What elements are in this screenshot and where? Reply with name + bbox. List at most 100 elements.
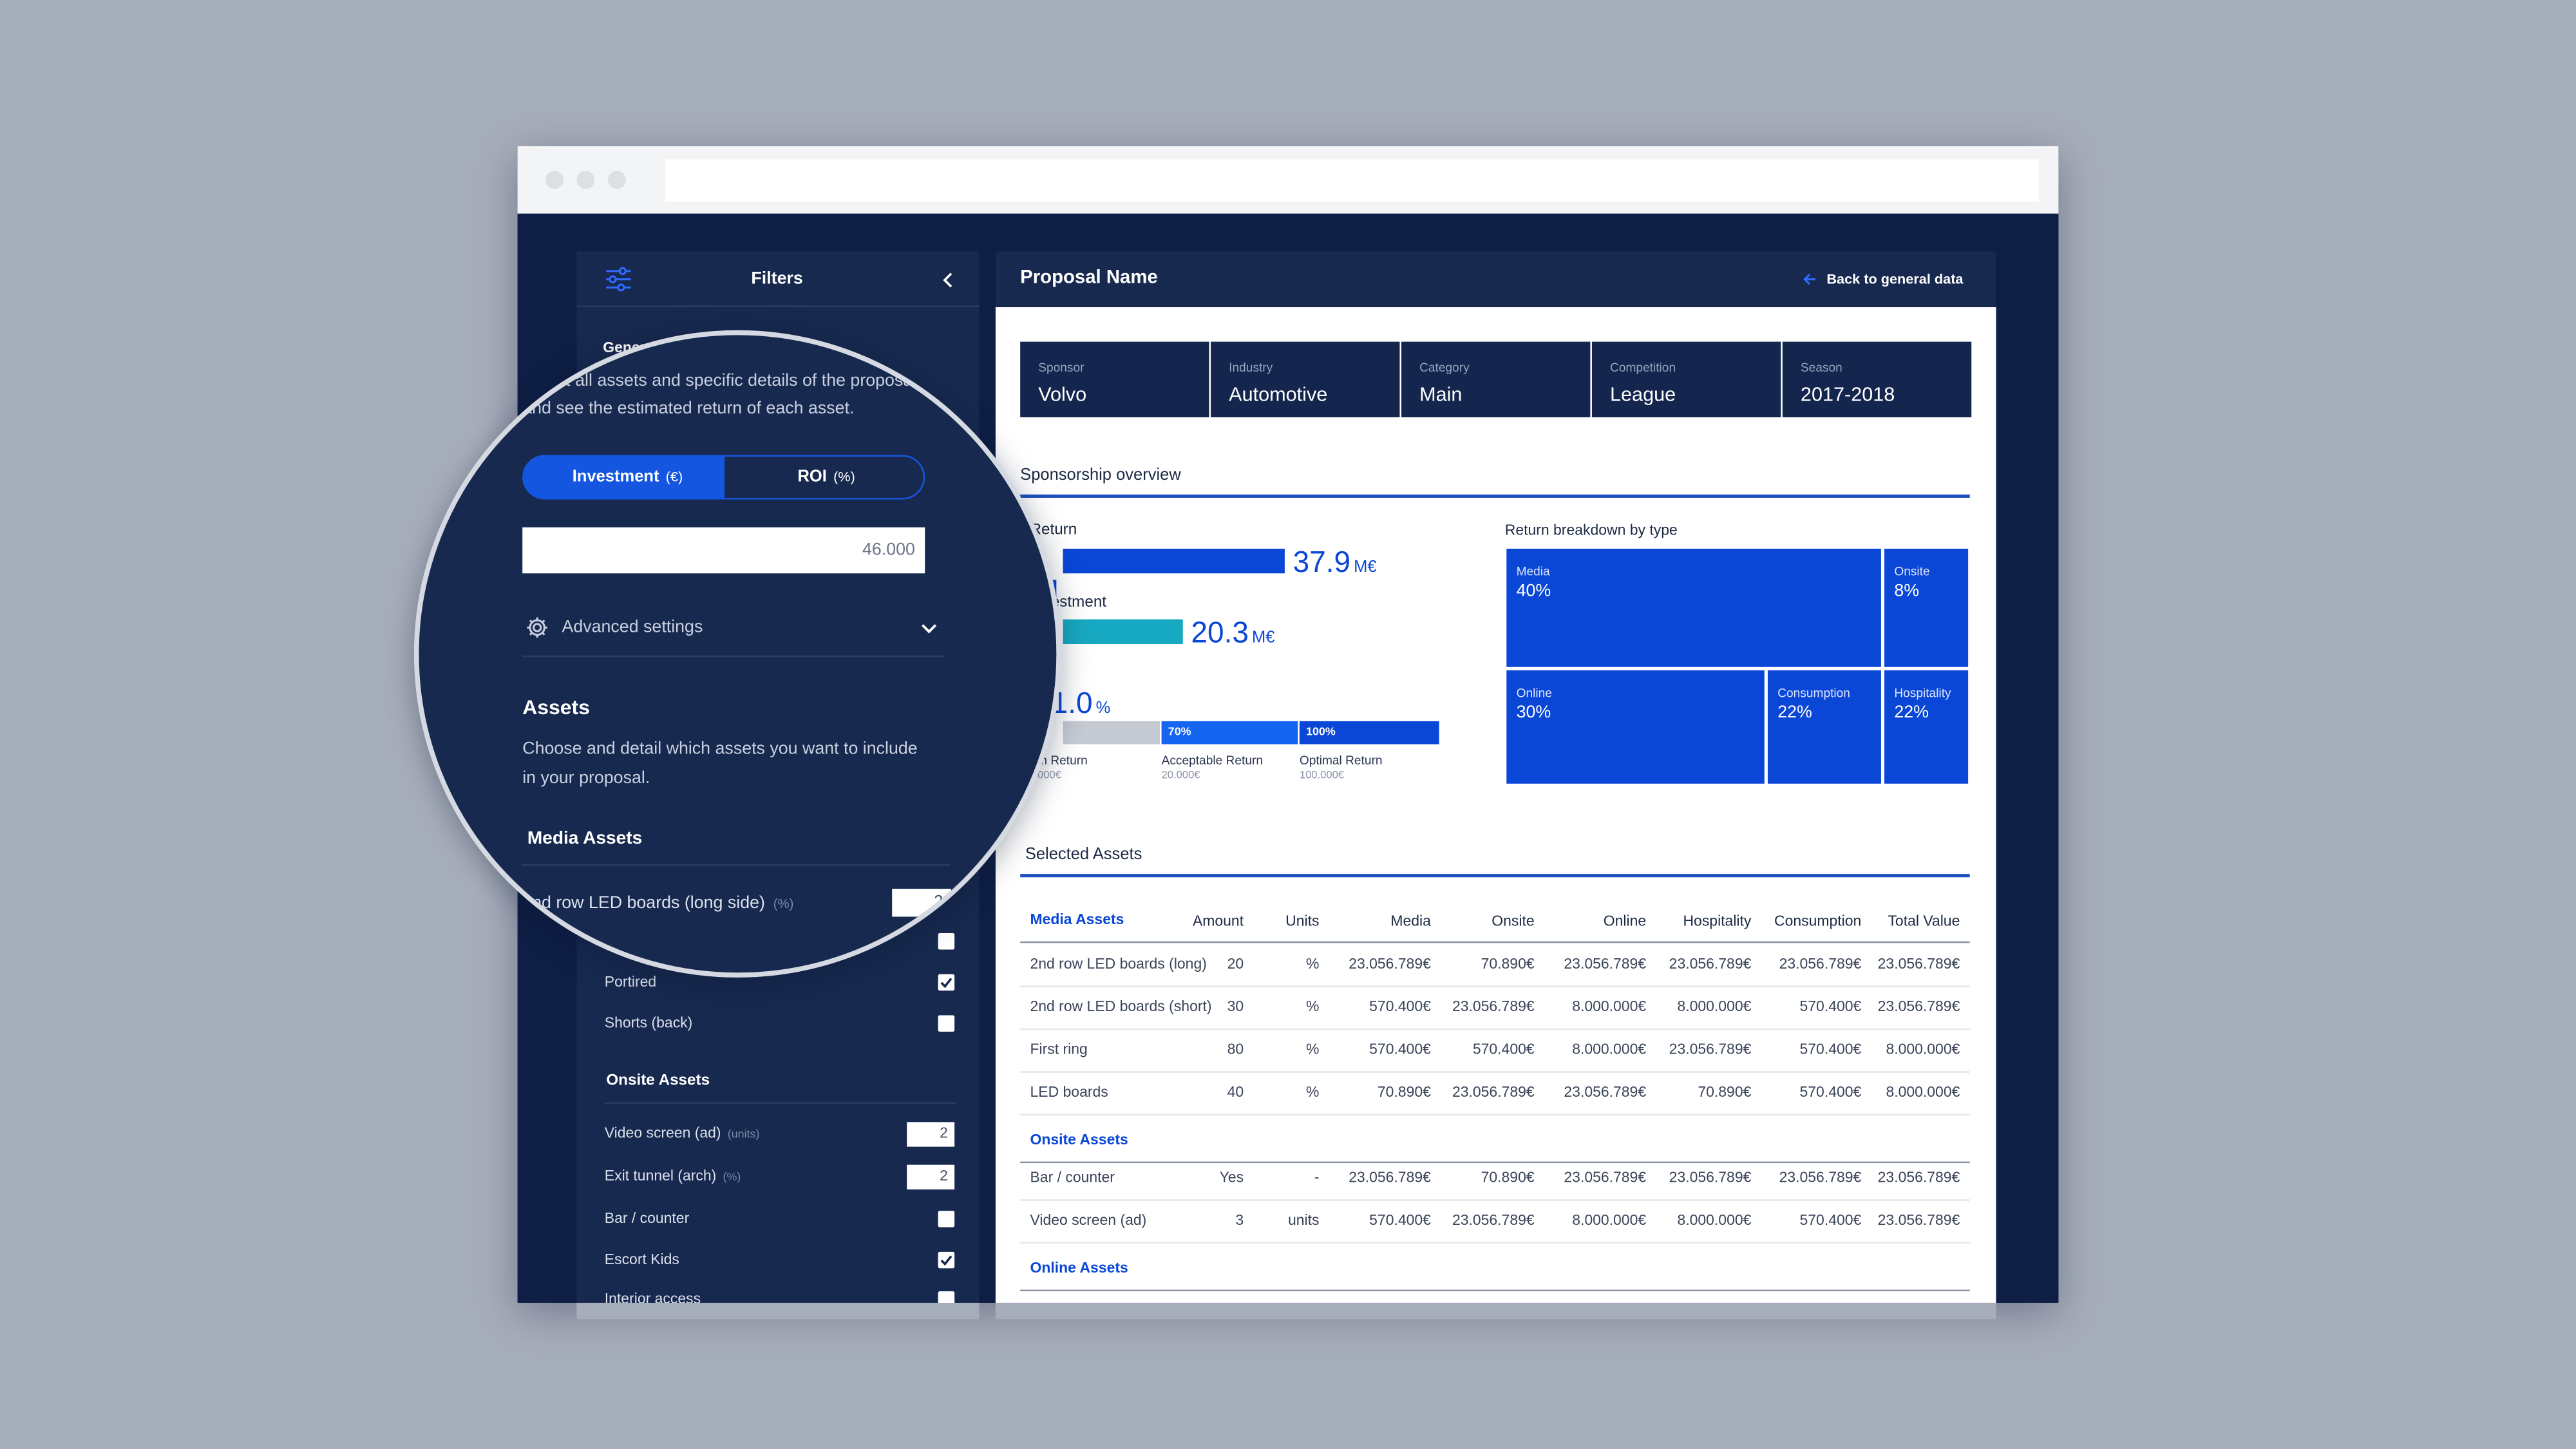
info-value: Main	[1419, 383, 1463, 406]
table-cell: 23.056.789€	[1877, 998, 1960, 1015]
table-cell: units	[1287, 1211, 1320, 1228]
table-cell: 23.056.789€	[1669, 955, 1752, 972]
roi-label: Acceptable Return	[1161, 753, 1263, 768]
column-header: Hospitality	[1683, 913, 1752, 929]
table-cell: 70.890€	[1698, 1083, 1752, 1100]
table-cell: 20	[1227, 955, 1244, 972]
column-header: Consumption	[1774, 913, 1862, 929]
section-heading: Assets	[522, 696, 590, 719]
table-cell: 570.400€	[1369, 1211, 1431, 1228]
roi-percent: 70%	[1168, 726, 1191, 739]
treemap-cell: Online 30%	[1506, 670, 1765, 784]
info-label: Competition	[1609, 360, 1676, 375]
check-mark	[940, 1255, 952, 1266]
info-card: Sponsor Volvo	[1020, 341, 1209, 417]
asset-name-cell: 2nd row LED boards (short)	[1030, 998, 1212, 1015]
asset-label: Video screen (ad) (units)	[604, 1124, 760, 1141]
table-cell: %	[1306, 955, 1320, 972]
checkbox[interactable]	[938, 933, 955, 950]
table-cell: 23.056.789€	[1669, 1169, 1752, 1186]
treemap-cell: Onsite 8%	[1884, 549, 1969, 667]
description-line: in your proposal.	[522, 768, 650, 788]
number-input[interactable]: 2	[907, 1121, 955, 1146]
roi-scale-optimal	[1299, 721, 1439, 744]
column-header: Onsite	[1492, 913, 1535, 929]
table-cell: 23.056.789€	[1564, 1083, 1647, 1100]
value: 20.3	[1191, 616, 1249, 649]
divider	[522, 655, 945, 658]
table-cell: 8.000.000€	[1886, 1083, 1960, 1100]
breakdown-heading: Return breakdown by type	[1504, 521, 1678, 538]
input-value: 2	[940, 1167, 948, 1184]
table-cell: 70.890€	[1377, 1083, 1431, 1100]
amount-value: 46.000	[862, 540, 915, 560]
asset-label: Escort Kids	[604, 1251, 679, 1268]
table-cell: 23.056.789€	[1452, 1083, 1535, 1100]
table-cell: 23.056.789€	[1877, 955, 1960, 972]
table-cell: -	[1314, 1169, 1320, 1186]
table-cell: 23.056.789€	[1349, 955, 1431, 972]
asset-name: Video screen (ad)	[604, 1124, 721, 1141]
table-cell: 570.400€	[1799, 1041, 1862, 1057]
checkbox[interactable]	[938, 1211, 955, 1227]
table-cell: Yes	[1219, 1169, 1244, 1186]
checkbox[interactable]	[938, 1251, 955, 1269]
table-cell: %	[1306, 1041, 1320, 1057]
column-header: Amount	[1192, 913, 1244, 929]
info-value: League	[1609, 383, 1676, 406]
row-rule	[1020, 1199, 1970, 1201]
cell-value: 8%	[1894, 581, 1920, 601]
number-input[interactable]: 2	[892, 889, 952, 917]
roi-scale-acceptable	[1161, 721, 1298, 744]
table-cell: 23.056.789€	[1564, 955, 1647, 972]
table-cell: %	[1306, 1083, 1320, 1100]
column-header: Units	[1285, 913, 1320, 929]
cell-label: Media	[1516, 564, 1550, 579]
info-card: Category Main	[1401, 341, 1590, 417]
cell-value: 30%	[1516, 703, 1551, 723]
asset-label: Exit tunnel (arch) (%)	[605, 1168, 741, 1184]
table-cell: 8.000.000€	[1572, 1211, 1647, 1228]
table-cell: 3	[1235, 1211, 1244, 1228]
gear-icon	[527, 617, 547, 638]
table-cell: 30	[1227, 998, 1244, 1015]
table-cell: 570.400€	[1369, 998, 1431, 1015]
magnifier: General Select all assets and specific de…	[413, 330, 1061, 978]
table-cell: 70.890€	[1481, 1169, 1535, 1186]
checkbox[interactable]	[938, 974, 955, 991]
section-heading: Sponsorship overview	[1020, 466, 1181, 485]
amount-input[interactable]: 46.000	[522, 527, 925, 574]
asset-name-cell: Video screen (ad)	[1030, 1211, 1147, 1228]
header-rule	[1020, 941, 1970, 943]
advanced-settings[interactable]: Advanced settings	[562, 617, 703, 638]
row-rule	[1020, 1113, 1970, 1116]
frame-bottom-cover	[576, 1302, 980, 1320]
main-content	[995, 307, 1996, 1303]
window-dot	[544, 170, 563, 189]
back-link[interactable]: Back to general data	[1826, 270, 1964, 287]
magnified-content: General Select all assets and specific de…	[419, 335, 1057, 972]
section-rule	[1020, 1289, 1970, 1292]
asset-name-cell: LED boards	[1030, 1083, 1108, 1100]
back-arrow	[1803, 273, 1815, 285]
info-card: Industry Automotive	[1211, 341, 1399, 417]
cell-label: Onsite	[1894, 564, 1930, 579]
treemap-cell: Media 40%	[1506, 549, 1881, 667]
row-rule	[1020, 1071, 1970, 1073]
checkbox[interactable]	[938, 1015, 955, 1032]
table-section-title: Onsite Assets	[1030, 1131, 1128, 1148]
window-dot	[607, 170, 625, 189]
asset-label: 2nd row LED boards (long side) (%)	[522, 895, 793, 913]
info-label: Sponsor	[1038, 360, 1084, 375]
asset-unit: (units)	[727, 1129, 760, 1141]
divider	[522, 864, 950, 866]
toggle-active[interactable]	[522, 455, 724, 500]
divider	[576, 305, 980, 308]
description-line: Select all assets and specific details o…	[522, 370, 917, 391]
cell-value: 40%	[1516, 581, 1551, 601]
sidebar-title: Filters	[751, 269, 803, 289]
unit: M€	[1251, 629, 1275, 648]
number-input[interactable]: 2	[907, 1164, 955, 1189]
section-rule	[1020, 874, 1970, 876]
info-card: Competition League	[1591, 341, 1781, 417]
